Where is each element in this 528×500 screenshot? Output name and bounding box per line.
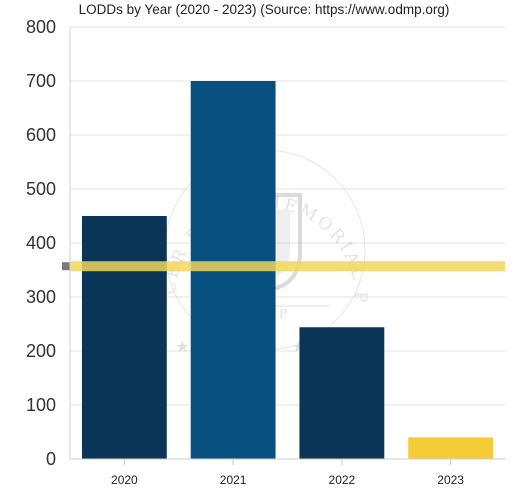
bar-2022 <box>299 327 385 459</box>
chart-title: LODDs by Year (2020 - 2023) (Source: htt… <box>78 2 450 17</box>
x-tick-label: 2021 <box>220 473 247 487</box>
x-tick-label: 2020 <box>111 473 138 487</box>
bar-2020 <box>81 216 167 459</box>
y-tick-label: 800 <box>26 17 56 37</box>
reference-line-band <box>70 261 505 272</box>
y-tick-label: 0 <box>46 449 56 469</box>
watermark-arc-text: OFFICER DOWN MEMORIAL PAGE <box>0 0 367 304</box>
y-tick-label: 100 <box>26 395 56 415</box>
y-tick-label: 600 <box>26 125 56 145</box>
x-tick-label: 2022 <box>329 473 356 487</box>
bar-2023 <box>408 437 494 459</box>
y-tick-label: 400 <box>26 233 56 253</box>
x-axis-ticks: 2020 2021 2022 2023 <box>111 459 464 487</box>
reference-line-marker <box>62 262 70 271</box>
y-tick-label: 500 <box>26 179 56 199</box>
x-tick-label: 2023 <box>437 473 464 487</box>
y-tick-label: 200 <box>26 341 56 361</box>
y-tick-label: 700 <box>26 71 56 91</box>
svg-text:OFFICER DOWN MEMORIAL PAGE: OFFICER DOWN MEMORIAL PAGE <box>0 0 370 304</box>
y-axis-ticks: 0 100 200 300 400 500 600 700 800 <box>26 17 56 469</box>
axes <box>69 27 505 460</box>
y-tick-label: 300 <box>26 287 56 307</box>
reference-line <box>62 261 505 272</box>
